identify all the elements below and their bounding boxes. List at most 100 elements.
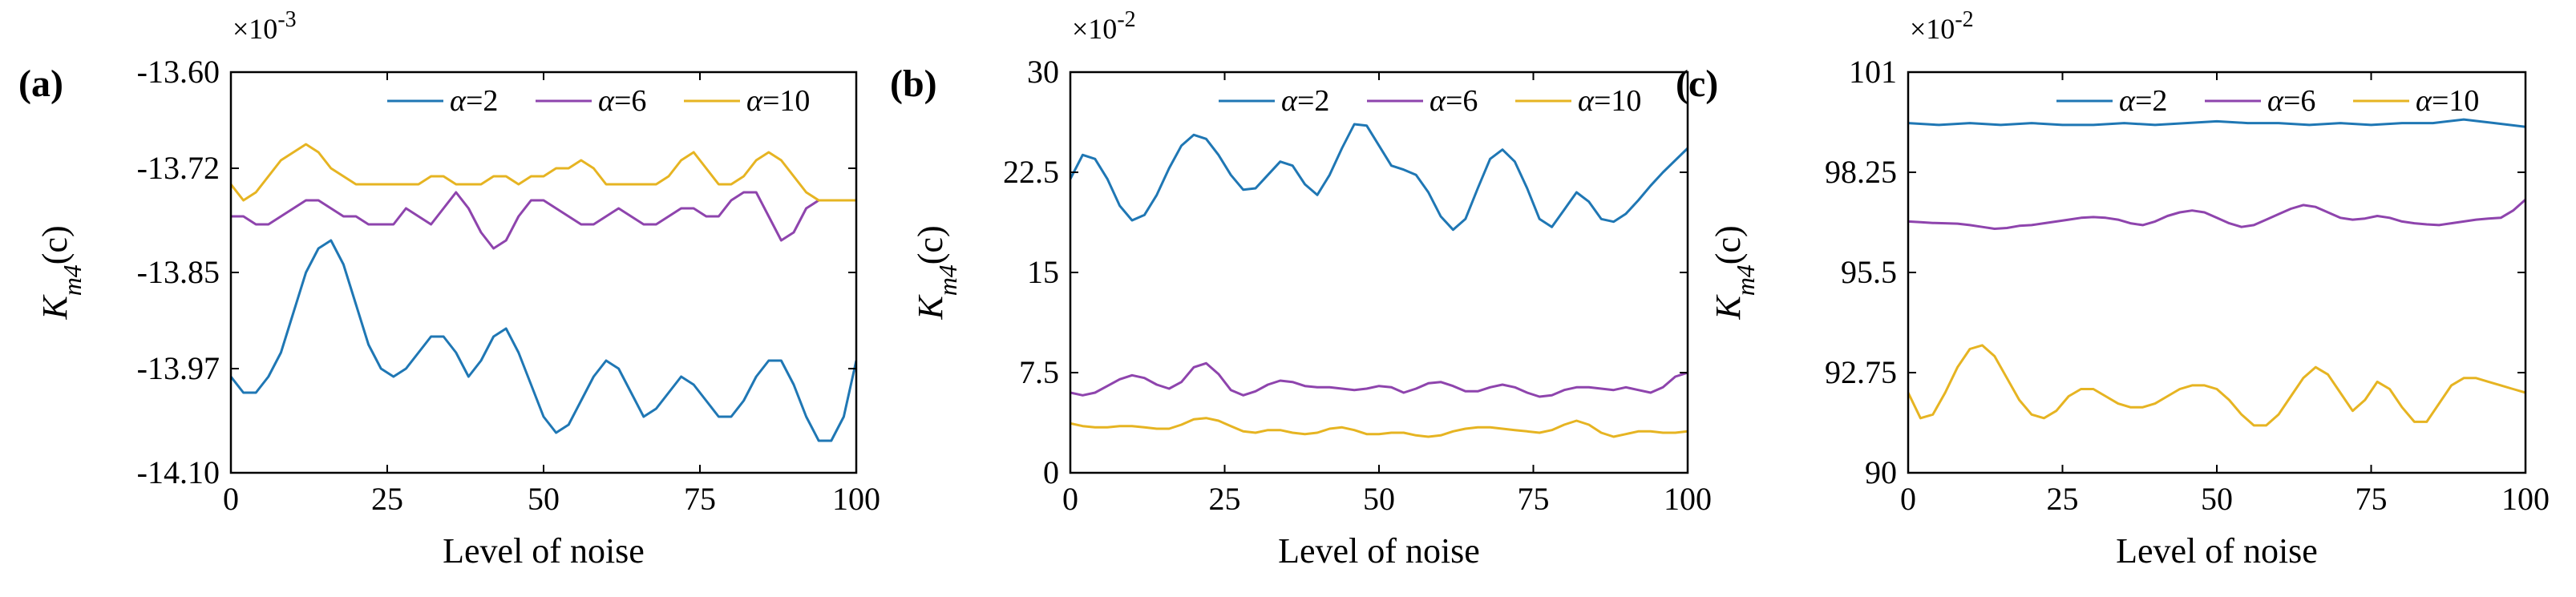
series-line-3 [1908, 344, 2525, 427]
x-tick-label: 25 [371, 481, 403, 517]
x-tick-label: 25 [2047, 481, 2079, 517]
series-line-2 [1908, 198, 2525, 230]
chart-panel-1: 0 25 50 75 100 -14.10 -13.97 -13.85 -13.72 -13.60… [18, 7, 880, 571]
legend-greek: α [1578, 84, 1595, 118]
y-tick-label: 92.75 [1825, 354, 1897, 390]
legend: α=2 α=6 α=10 [2056, 84, 2479, 118]
ylabel-main: K [1709, 294, 1748, 321]
x-tick-label: 100 [832, 481, 880, 517]
y-axis-title: Km4(c) [911, 225, 962, 320]
series-line-3 [1070, 417, 1688, 438]
legend-greek: α [598, 84, 615, 118]
multiplier-base: ×10 [233, 13, 277, 45]
ylabel-subscript: m4 [58, 264, 87, 296]
legend-label-2: α=6 [2267, 84, 2315, 118]
x-tick-label: 0 [223, 481, 239, 517]
x-tick-label: 75 [684, 481, 716, 517]
x-tick-label: 75 [1518, 481, 1550, 517]
series-line-1 [231, 239, 856, 442]
legend-label-2: α=6 [598, 84, 646, 118]
legend-greek: α [1281, 84, 1298, 118]
ylabel-argument: (c) [35, 225, 75, 264]
legend-value: =6 [614, 84, 646, 118]
legend-value: =10 [1594, 84, 1641, 118]
y-tick-label: 22.5 [1003, 154, 1059, 190]
y-tick-label: -13.85 [137, 254, 220, 290]
chart-panel-2: 0 25 50 75 100 0 7.5 15 22.5 30 ×10-2 (b) Km4(c) Leve… [890, 7, 1712, 571]
y-tick-label: 7.5 [1019, 354, 1059, 390]
legend-greek: α [2416, 84, 2432, 118]
ylabel-subscript: m4 [1731, 264, 1760, 296]
legend-greek: α [450, 84, 467, 118]
multiplier-exponent: -2 [1955, 7, 1973, 32]
series-line-1 [1070, 123, 1688, 232]
axis-multiplier: ×10-2 [1072, 7, 1136, 46]
legend-greek: α [1430, 84, 1446, 118]
ylabel-main: K [35, 294, 75, 321]
legend-value: =6 [2283, 84, 2315, 118]
x-axis-title: Level of noise [2116, 531, 2318, 571]
plot-frame [229, 71, 858, 474]
legend-value: =2 [466, 84, 498, 118]
y-tick-label: 15 [1027, 254, 1059, 290]
axis-multiplier: ×10-2 [1910, 7, 1974, 46]
y-tick-label: -13.72 [137, 150, 220, 186]
legend-label-1: α=2 [2119, 84, 2167, 118]
legend-label-3: α=10 [746, 84, 810, 118]
legend-label-3: α=10 [1578, 84, 1641, 118]
panel-label: (a) [18, 63, 63, 105]
legend-greek: α [2119, 84, 2136, 118]
plot-frame [1069, 71, 1689, 474]
y-axis-title: Km4(c) [35, 225, 87, 320]
y-tick-label: 0 [1043, 454, 1059, 490]
y-axis-title: Km4(c) [1709, 225, 1760, 320]
legend-value: =6 [1446, 84, 1478, 118]
x-axis-title: Level of noise [1278, 531, 1480, 571]
series-line-2 [231, 191, 856, 250]
legend-greek: α [2267, 84, 2284, 118]
legend: α=2 α=6 α=10 [1219, 84, 1641, 118]
axis-multiplier: ×10-3 [233, 7, 297, 46]
legend-value: =2 [1297, 84, 1329, 118]
x-axis-title: Level of noise [443, 531, 645, 571]
x-tick-label: 100 [1664, 481, 1712, 517]
legend-label-3: α=10 [2416, 84, 2479, 118]
multiplier-base: ×10 [1910, 13, 1955, 45]
panel-label: (b) [890, 63, 937, 105]
y-tick-label: -14.10 [137, 454, 220, 490]
x-tick-label: 75 [2356, 481, 2388, 517]
x-tick-label: 100 [2501, 481, 2550, 517]
x-tick-label: 50 [528, 481, 560, 517]
x-tick-label: 0 [1062, 481, 1078, 517]
series-line-2 [1070, 361, 1688, 398]
y-tick-label: -13.60 [137, 54, 220, 90]
multiplier-base: ×10 [1072, 13, 1117, 45]
series-line-1 [1908, 118, 2525, 128]
legend-label-1: α=2 [450, 84, 498, 118]
legend-label-1: α=2 [1281, 84, 1329, 118]
multiplier-exponent: -2 [1117, 7, 1135, 32]
series-line-3 [231, 143, 856, 202]
x-tick-label: 25 [1209, 481, 1241, 517]
legend-value: =10 [2432, 84, 2479, 118]
legend: α=2 α=6 α=10 [387, 84, 810, 118]
y-tick-label: 101 [1849, 54, 1897, 90]
y-tick-label: 95.5 [1841, 254, 1897, 290]
y-tick-label: -13.97 [137, 350, 220, 386]
legend-value: =2 [2135, 84, 2167, 118]
chart-panel-3: 0 25 50 75 100 90 92.75 95.5 98.25 101 ×10-2 (c) Km4… [1676, 7, 2550, 571]
ylabel-argument: (c) [911, 225, 950, 264]
ylabel-main: K [911, 294, 950, 321]
x-tick-label: 50 [1363, 481, 1395, 517]
ylabel-subscript: m4 [933, 264, 962, 296]
x-tick-label: 0 [1900, 481, 1916, 517]
panel-label: (c) [1676, 63, 1718, 105]
y-tick-label: 98.25 [1825, 154, 1897, 190]
x-tick-label: 50 [2201, 481, 2233, 517]
legend-greek: α [746, 84, 763, 118]
y-tick-label: 90 [1865, 454, 1897, 490]
legend-label-2: α=6 [1430, 84, 1478, 118]
legend-value: =10 [762, 84, 810, 118]
multiplier-exponent: -3 [277, 7, 296, 32]
